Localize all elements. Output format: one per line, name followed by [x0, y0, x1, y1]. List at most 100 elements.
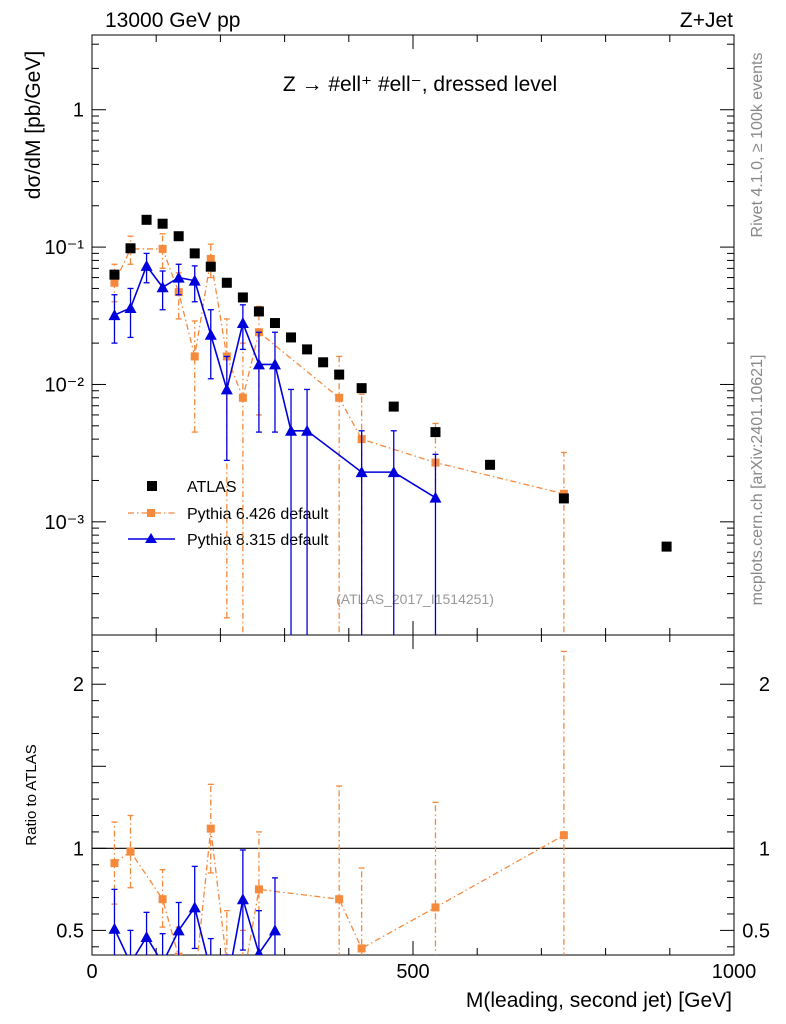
legend-pythia6-label: Pythia 6.426 default: [187, 506, 329, 523]
pythia6-point: [190, 352, 199, 361]
ratio-pythia6-point: [126, 847, 135, 856]
ratio-pythia8-point: [188, 901, 201, 913]
pythia8-point: [108, 309, 121, 321]
atlas-point: [430, 427, 441, 438]
ratio-pythia8-point: [254, 947, 264, 955]
ratio-pythia6-point: [239, 977, 247, 985]
mcplots-label: mcplots.cern.ch [arXiv:2401.10621]: [749, 355, 766, 606]
pythia8-point: [204, 328, 217, 340]
ratio-tick-label-right: 0.5: [742, 920, 770, 942]
ratio-pythia8-point: [125, 957, 137, 968]
y-tick-label: 10⁻³: [45, 512, 85, 534]
pythia8-point: [268, 358, 281, 370]
ratio-pythia8-point: [205, 965, 217, 976]
y-tick-label: 10⁻²: [45, 374, 85, 396]
y-tick-label: 1: [73, 100, 84, 122]
ratio-pythia6-point: [431, 903, 440, 912]
ratio-tick-label-left: 2: [73, 674, 84, 696]
pythia8-line: [114, 264, 436, 499]
pythia8-point: [236, 317, 249, 329]
pythia6-point: [110, 278, 119, 287]
atlas-point: [558, 493, 569, 504]
atlas-point: [221, 277, 232, 288]
process-tag: Z+Jet: [680, 9, 733, 32]
legend-atlas-marker: [147, 481, 157, 491]
ratio-pythia6-point: [158, 895, 167, 904]
ratio-pythia8-point: [157, 957, 169, 968]
atlas-point: [302, 344, 313, 355]
pythia8-point: [285, 424, 298, 436]
pythia8-point: [172, 271, 185, 283]
ratio-pythia6-point: [559, 831, 568, 840]
legend-atlas-label: ATLAS: [187, 479, 237, 496]
atlas-point: [109, 269, 120, 280]
atlas-point: [205, 261, 216, 272]
atlas-point: [286, 332, 297, 343]
rivet-label: Rivet 4.1.0, ≥ 100k events: [749, 53, 766, 238]
atlas-point: [356, 383, 367, 394]
process-title: Z → #ell⁺ #ell⁻, dressed level: [283, 73, 557, 96]
atlas-point: [318, 357, 329, 368]
axes-layer: 0 500 1000 1 10⁻¹ 10⁻² 10⁻³ 0.5 1 2 0.5 1 2: [45, 35, 770, 983]
data-layer: [108, 214, 672, 991]
atlas-point: [237, 292, 248, 303]
ratio-pythia6-point: [191, 981, 199, 989]
atlas-point: [388, 401, 399, 412]
x-tick-label: 0: [86, 961, 97, 983]
ratio-plot-frame: [91, 634, 735, 956]
ratio-pythia6-point: [335, 895, 344, 904]
y-tick-label: 10⁻¹: [45, 237, 85, 259]
atlas-point: [661, 541, 672, 552]
ratio-tick-label-right: 2: [759, 674, 770, 696]
y-axis-label: dσ/dM [pb/GeV]: [22, 51, 45, 199]
ratio-pythia6-point: [254, 885, 263, 894]
pythia8-point: [156, 281, 169, 293]
ratio-pythia8-point: [140, 930, 153, 942]
pythia8-point: [124, 302, 137, 314]
pythia6-point: [335, 393, 344, 402]
atlas-point: [334, 369, 345, 380]
ratio-tick-label-right: 1: [759, 838, 770, 860]
ratio-pythia8-point: [236, 893, 249, 905]
ratio-pythia8-point: [268, 924, 281, 936]
pythia6-point: [158, 244, 167, 253]
ratio-pythia6-line: [114, 828, 565, 955]
pythia8-point: [188, 274, 201, 286]
ratio-pythia8-point: [221, 980, 233, 991]
atlas-point: [125, 243, 136, 254]
legend: ATLAS Pythia 6.426 default Pythia 8.315 …: [128, 479, 329, 549]
ratio-series-group: [108, 650, 568, 991]
x-axis-label: M(leading, second jet) [GeV]: [466, 989, 732, 1012]
pythia6-point: [238, 393, 247, 402]
pythia8-point: [387, 466, 400, 478]
ratio-pythia6-point: [110, 859, 119, 868]
energy-label: 13000 GeV pp: [105, 9, 240, 32]
ratio-axis-label: Ratio to ATLAS: [23, 744, 40, 845]
ratio-pythia8-point: [172, 924, 185, 936]
ratio-pythia6-point: [223, 959, 231, 967]
atlas-point: [141, 214, 152, 225]
ratio-tick-label-left: 0.5: [56, 920, 84, 942]
atlas-point: [157, 218, 168, 229]
pythia8-point: [301, 424, 314, 436]
ratio-pythia6-point: [357, 944, 366, 953]
ratio-pythia8-point: [108, 922, 121, 934]
analysis-id: (ATLAS_2017_I1514251): [336, 591, 494, 607]
ratio-pythia6-point: [206, 824, 215, 833]
atlas-point: [269, 318, 280, 329]
legend-pythia8-marker: [145, 533, 157, 543]
atlas-point: [189, 248, 200, 259]
pythia8-point: [429, 491, 442, 503]
x-tick-label: 1000: [712, 961, 757, 983]
main-series-group: [108, 214, 672, 635]
legend-pythia6-marker: [147, 509, 155, 517]
atlas-point: [173, 231, 184, 242]
pythia8-point: [220, 383, 233, 395]
ratio-tick-label-left: 1: [73, 838, 84, 860]
atlas-point: [253, 306, 264, 317]
atlas-point: [485, 459, 496, 470]
pythia6-point: [206, 254, 215, 263]
x-tick-label: 500: [396, 961, 429, 983]
pythia8-point: [355, 466, 368, 478]
